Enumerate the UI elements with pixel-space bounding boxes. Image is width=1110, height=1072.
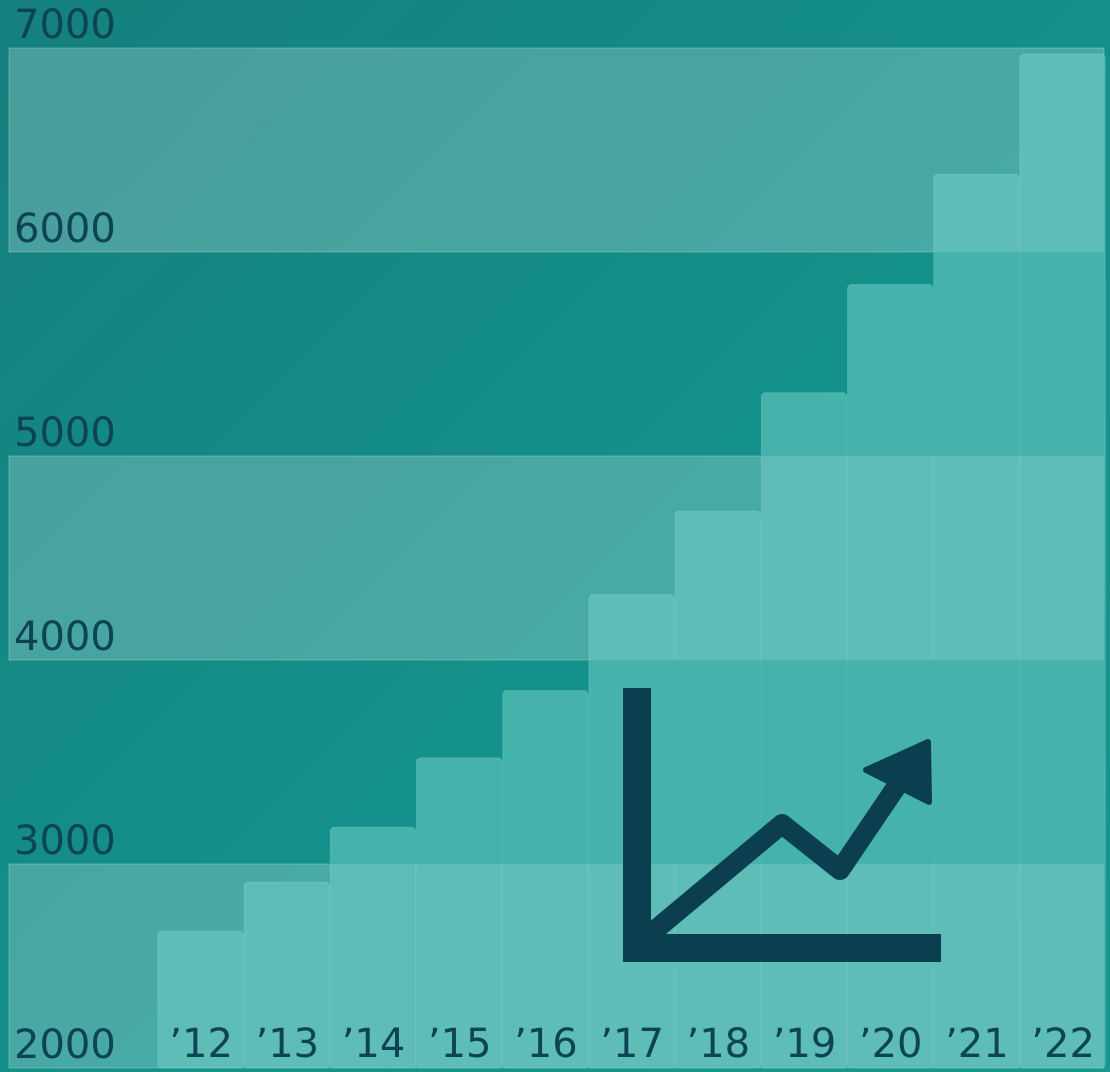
bar-7 (760, 392, 848, 1069)
y-tick-label-4: 6000 (14, 206, 116, 252)
bar-6 (674, 510, 761, 1069)
x-tick-label-7: ’19 (773, 1021, 837, 1067)
band-overlay-0 (9, 864, 1104, 1068)
x-tick-label-4: ’16 (514, 1021, 578, 1067)
bar-4 (502, 690, 589, 1069)
y-tick-label-1: 3000 (14, 818, 116, 864)
bar-2 (329, 826, 417, 1069)
band-overlays (9, 48, 1104, 1068)
x-tick-label-3: ’15 (428, 1021, 492, 1067)
x-tick-label-1: ’13 (255, 1021, 319, 1067)
y-tick-label-3: 5000 (14, 410, 116, 456)
bar-0 (157, 930, 244, 1069)
band-2 (8, 47, 1105, 253)
x-axis-ticks: ’12 ’13 ’14 ’15 ’16 ’17 ’18 ’19 ’20 ’21 ’22 (169, 1021, 1095, 1067)
x-tick-label-9: ’21 (945, 1021, 1009, 1067)
bar-3 (416, 757, 503, 1069)
x-tick-label-5: ’17 (600, 1021, 664, 1067)
y-tick-label-5: 7000 (14, 2, 116, 48)
band-overlay-2 (9, 48, 1104, 252)
bar-10 (1019, 53, 1106, 1069)
y-tick-label-0: 2000 (14, 1022, 116, 1068)
x-tick-label-6: ’18 (686, 1021, 750, 1067)
x-tick-label-10: ’22 (1031, 1021, 1095, 1067)
y-axis-ticks: 2000 3000 4000 5000 6000 7000 (14, 2, 116, 1068)
bar-series (157, 53, 1106, 1069)
bar-1 (243, 881, 330, 1069)
x-tick-label-2: ’14 (342, 1021, 406, 1067)
line-chart-up-arrow-icon (623, 688, 941, 962)
bar-8 (847, 284, 934, 1069)
band-overlay-1 (9, 456, 1104, 660)
x-tick-label-8: ’20 (859, 1021, 923, 1067)
x-tick-label-0: ’12 (169, 1021, 233, 1067)
y-tick-label-2: 4000 (14, 614, 116, 660)
bar-9 (933, 173, 1020, 1069)
